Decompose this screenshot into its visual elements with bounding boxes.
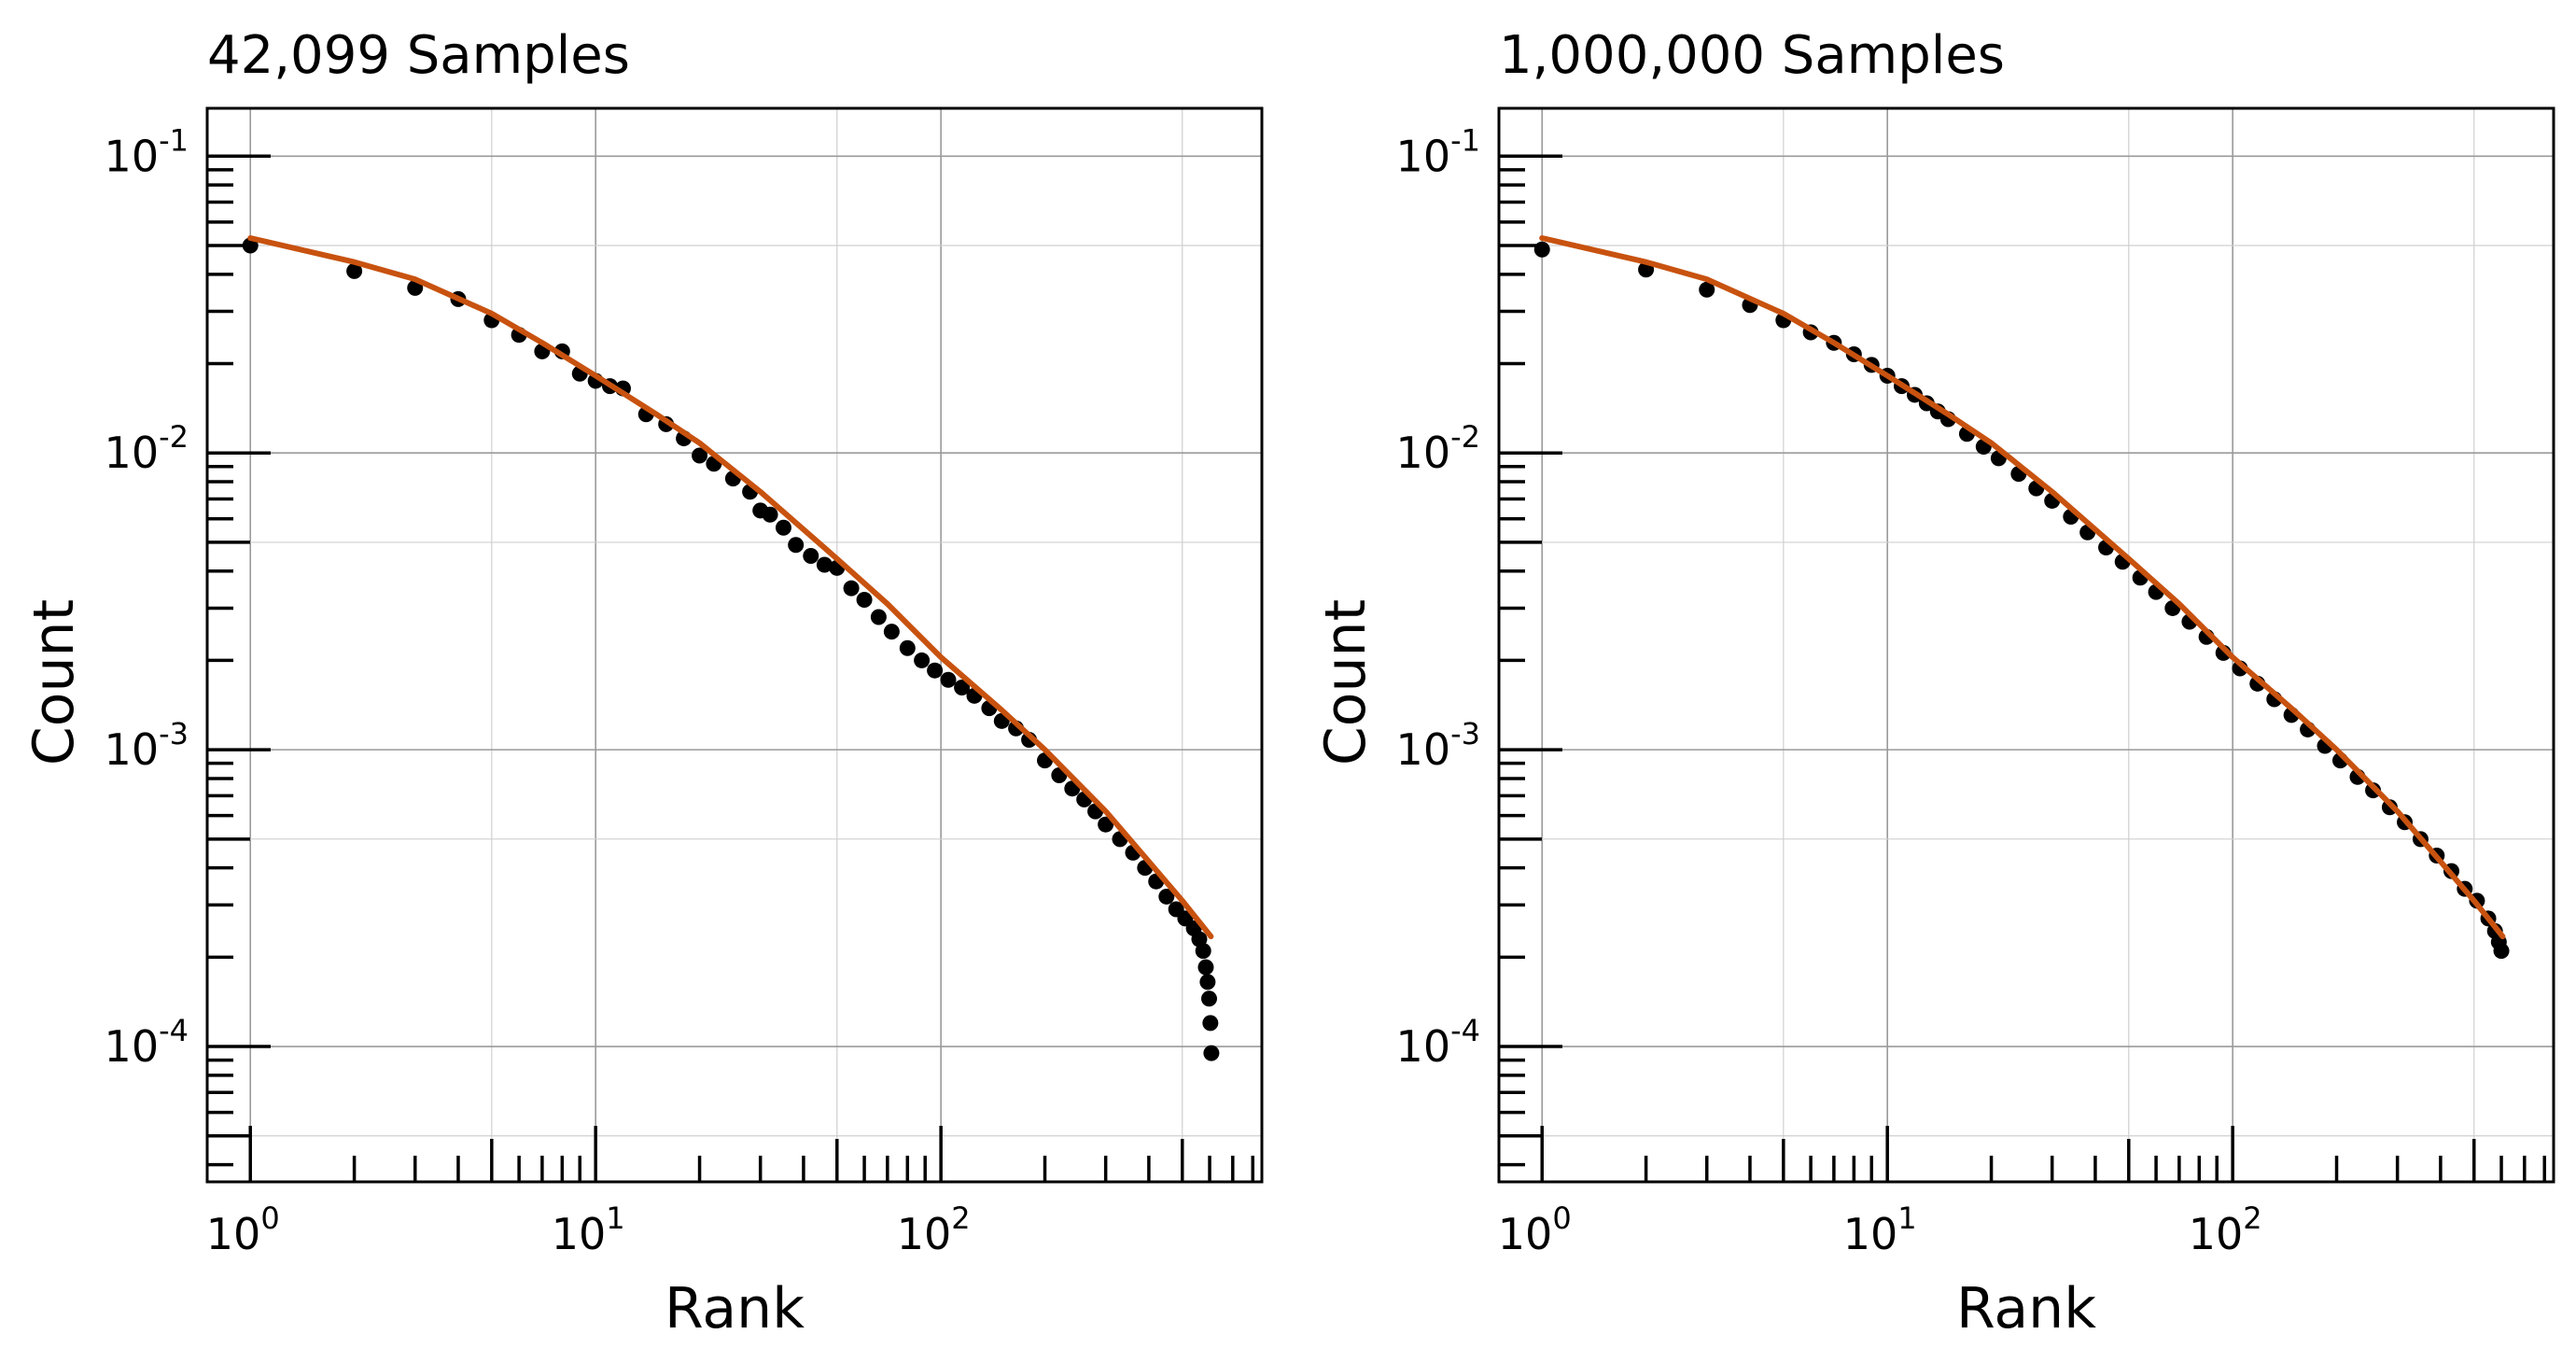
x-axis-label: Rank (1956, 1276, 2096, 1341)
y-tick-label: 10-1 (1396, 122, 1480, 181)
data-point (1098, 816, 1114, 833)
plot-frame (205, 106, 1264, 1184)
data-point (1201, 990, 1217, 1007)
y-tick-base: 10 (1396, 131, 1451, 181)
y-tick-exponent: -3 (159, 716, 189, 751)
data-point (954, 680, 971, 696)
data-point (1699, 281, 1715, 298)
data-point (927, 662, 944, 679)
data-layer (1533, 235, 2510, 960)
x-tick-base: 10 (2189, 1209, 2244, 1259)
data-point (1195, 943, 1211, 960)
data-point (762, 506, 778, 523)
x-tick-exponent: 1 (606, 1201, 624, 1236)
data-point (914, 652, 931, 668)
y-tick-exponent: -1 (159, 122, 189, 158)
x-tick-label: 102 (897, 1201, 971, 1259)
x-axis-label: Rank (665, 1276, 805, 1341)
x-tick-exponent: 1 (1897, 1201, 1916, 1236)
data-point (899, 639, 916, 656)
data-point (346, 262, 363, 279)
data-point (1202, 1015, 1219, 1032)
data-point (1197, 959, 1214, 976)
y-tick-exponent: -4 (1450, 1013, 1480, 1048)
y-tick-exponent: -1 (1450, 122, 1480, 158)
data-point (940, 671, 957, 688)
x-tick-base: 10 (552, 1209, 607, 1259)
data-point (692, 447, 708, 464)
y-tick-label: 10-2 (105, 419, 189, 478)
data-point (803, 547, 819, 564)
x-tick-base: 10 (1498, 1209, 1553, 1259)
x-tick-label: 101 (552, 1201, 625, 1259)
data-point (775, 519, 791, 536)
y-tick-exponent: -4 (159, 1013, 189, 1048)
y-tick-exponent: -2 (1450, 419, 1480, 455)
y-tick-exponent: -3 (1450, 716, 1480, 751)
data-point (843, 580, 860, 597)
y-tick-label: 10-3 (1396, 716, 1480, 775)
y-tick-base: 10 (105, 724, 160, 775)
data-point (816, 556, 833, 573)
x-tick-exponent: 2 (2243, 1201, 2261, 1236)
data-point (1533, 241, 1550, 258)
x-tick-base: 10 (1843, 1209, 1898, 1259)
y-tick-label: 10-4 (105, 1013, 189, 1072)
x-tick-exponent: 0 (1552, 1201, 1571, 1236)
y-tick-label: 10-3 (105, 716, 189, 775)
chart-title: 42,099 Samples (207, 25, 630, 86)
fit-line (1539, 235, 2506, 940)
data-point (1158, 888, 1175, 905)
x-tick-label: 100 (206, 1201, 280, 1259)
data-point (2493, 943, 2510, 960)
data-point (1199, 974, 1216, 990)
data-point (883, 624, 900, 640)
y-tick-base: 10 (105, 428, 160, 478)
x-tick-label: 102 (2189, 1201, 2262, 1259)
chart-title: 1,000,000 Samples (1499, 25, 2005, 86)
fit-line (247, 235, 1214, 940)
y-tick-label: 10-1 (105, 122, 189, 181)
y-tick-label: 10-4 (1396, 1013, 1480, 1072)
y-tick-base: 10 (1396, 428, 1451, 478)
data-point (1203, 1045, 1220, 1061)
y-axis-label: Count (1313, 599, 1379, 765)
y-tick-base: 10 (1396, 1021, 1451, 1072)
data-point (856, 592, 873, 609)
y-tick-base: 10 (105, 131, 160, 181)
y-axis-label: Count (21, 599, 87, 765)
x-tick-exponent: 2 (951, 1201, 970, 1236)
x-tick-exponent: 0 (260, 1201, 279, 1236)
x-tick-label: 100 (1498, 1201, 1572, 1259)
y-tick-label: 10-2 (1396, 419, 1480, 478)
plot-frame (1497, 106, 2555, 1184)
x-tick-label: 101 (1843, 1201, 1917, 1259)
data-point (870, 609, 887, 625)
y-tick-base: 10 (1396, 724, 1451, 775)
y-tick-base: 10 (105, 1021, 160, 1072)
y-tick-exponent: -2 (159, 419, 189, 455)
x-tick-base: 10 (206, 1209, 261, 1259)
data-layer (242, 235, 1220, 1061)
x-tick-base: 10 (897, 1209, 952, 1259)
data-point (788, 537, 805, 554)
